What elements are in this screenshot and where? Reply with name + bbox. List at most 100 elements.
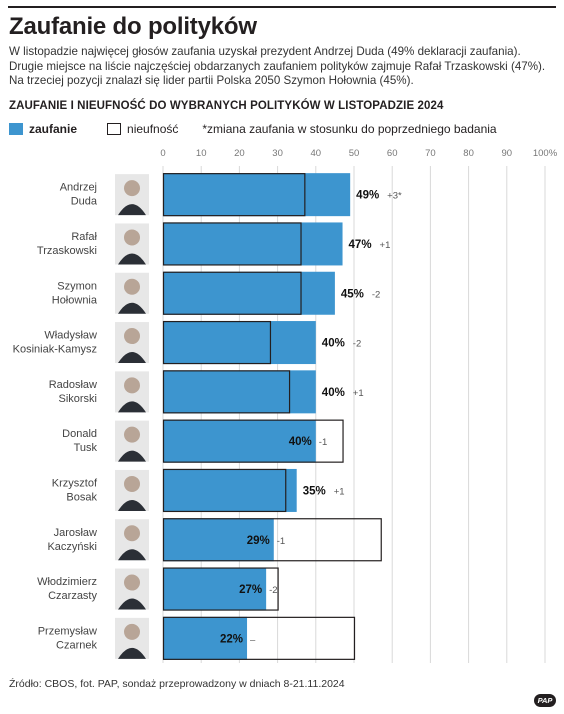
pap-logo: PAP [534,694,556,707]
x-tick-label: 60 [387,148,398,159]
change-label: +1 [353,388,364,399]
x-tick-label: 10 [196,148,207,159]
x-tick-label: 30 [272,148,283,159]
change-label: – [250,634,256,645]
trust-bar [163,518,274,562]
politician-last-name: Czarzasty [48,590,97,602]
x-tick-label: 80 [463,148,474,159]
distrust-bar [162,468,287,513]
politician-last-name: Kosiniak-Kamysz [13,344,97,356]
portrait-head [124,328,140,345]
portrait-head [124,525,140,542]
politician-last-name: Bosak [66,491,97,503]
politician-last-name: Hołownia [52,294,98,306]
portrait-suit [118,204,146,216]
legend-trust-label: zaufanie [29,122,78,136]
distrust-bar [162,518,382,562]
x-tick-label: 90 [502,148,513,159]
portrait-suit [118,302,146,314]
distrust-bar [162,320,272,365]
bar-chart: 0 10 20 30 40 50 60 70 80 90 100% Andrzej Duda 49% +3*… [13,148,558,663]
x-tick-label: 50 [349,148,360,159]
portrait-suit [118,549,146,561]
trust-value-label: 47% [349,239,372,251]
change-label: +3* [387,191,402,202]
portrait-suit [118,253,146,265]
portrait-head [124,623,140,640]
trust-bar [163,370,316,414]
trust-value-label: 29% [247,535,270,547]
trust-value-label: 35% [303,485,326,497]
trust-value-label: 49% [356,190,379,202]
politician-last-name: Tusk [74,442,98,454]
legend-note: *zmiana zaufania w stosunku do poprzedni… [202,122,497,136]
change-label: -2 [372,289,380,300]
lead-paragraph: W listopadzie najwięcej głosów zaufania … [9,45,546,87]
distrust-bar [162,616,356,660]
change-label: -2 [269,585,277,596]
page-title: Zaufanie do polityków [9,13,257,40]
politician-last-name: Czarnek [56,639,97,651]
legend-distrust-swatch [107,123,122,135]
x-tick-label: 70 [425,148,436,159]
trust-bar [163,222,343,266]
politician-last-name: Trzaskowski [37,245,97,257]
politician-first-name: Jarosław [54,527,97,539]
portrait-head [124,180,140,197]
portrait-head [124,278,140,295]
portrait-suit [118,647,146,659]
politician-first-name: Przemysław [38,625,97,637]
trust-bar [163,271,335,315]
politician-first-name: Włodzimierz [37,576,97,588]
distrust-bar [162,173,306,217]
x-tick-label: 40 [311,148,322,159]
x-tick-label: 20 [234,148,245,159]
x-tick-label: 100% [533,148,558,159]
trust-value-label: 45% [341,288,364,300]
portrait-head [124,426,140,443]
distrust-bar [162,370,291,414]
politician-first-name: Radosław [49,379,97,391]
trust-bar [163,173,351,217]
politician-last-name: Sikorski [58,393,97,405]
politician-first-name: Szymon [57,280,97,292]
trust-bar [163,567,267,611]
politician-first-name: Krzysztof [52,477,98,489]
trust-bar [163,616,248,660]
portrait-suit [118,352,146,364]
change-label: -1 [319,437,327,448]
portrait-head [124,475,140,492]
source-note: Źródło: CBOS, fot. PAP, sondaż przeprowa… [9,678,345,690]
distrust-bar [162,419,344,463]
trust-value-label: 40% [322,387,345,399]
politician-first-name: Władysław [44,330,97,342]
distrust-bar [162,222,302,266]
trust-bar [163,419,316,463]
portrait-head [124,377,140,394]
politician-first-name: Rafał [71,231,97,243]
change-label: +1 [380,240,391,251]
portrait-suit [118,499,146,511]
distrust-bar [162,567,279,611]
chart-subtitle: ZAUFANIE I NIEUFNOŚĆ DO WYBRANYCH POLITY… [9,100,444,112]
legend: zaufanie nieufność *zmiana zaufania w st… [9,122,497,136]
distrust-bar [162,271,302,315]
politician-last-name: Kaczyński [47,541,97,553]
trust-bar [163,468,297,512]
politician-first-name: Andrzej [60,182,97,194]
top-rule [8,6,556,8]
portrait-suit [118,401,146,413]
portrait-suit [118,598,146,610]
trust-value-label: 40% [289,436,312,448]
trust-bar [163,321,316,365]
portrait-head [124,229,140,246]
portrait-head [124,574,140,591]
portrait-suit [118,450,146,462]
legend-trust-swatch [9,123,23,135]
trust-value-label: 40% [322,338,345,350]
politician-first-name: Donald [62,428,97,440]
legend-distrust-label: nieufność [127,122,179,136]
change-label: -1 [277,536,285,547]
x-tick-label: 0 [160,148,165,159]
change-label: -2 [353,339,361,350]
